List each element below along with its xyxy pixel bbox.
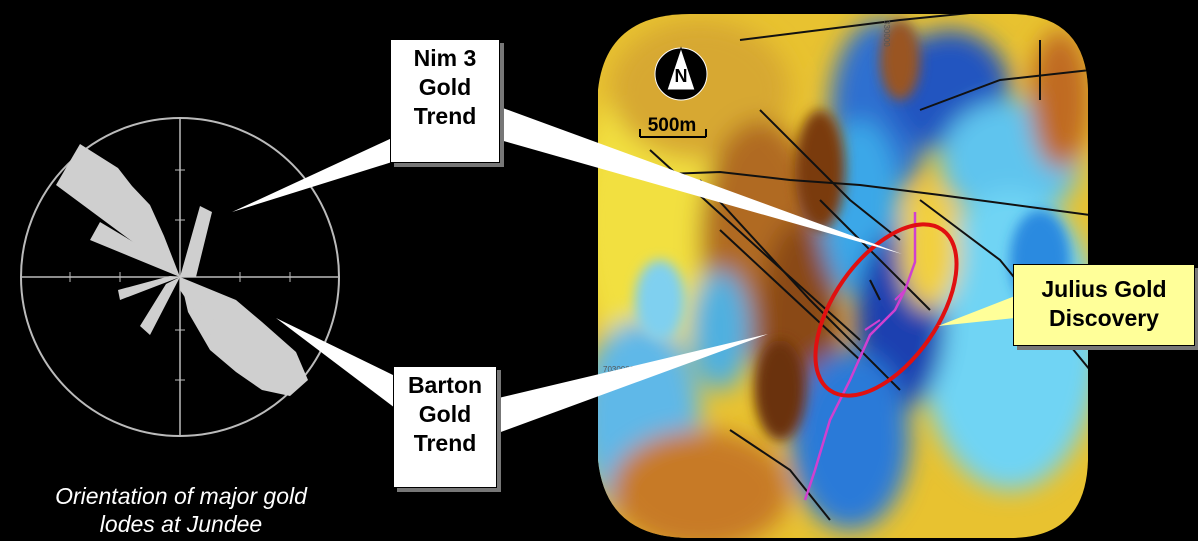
north-label: N	[675, 66, 688, 86]
julius-pointer	[938, 296, 1015, 326]
julius-line-1: Julius Gold	[1041, 276, 1167, 302]
coordinate-label-top: 330000	[882, 20, 891, 47]
nim3-map-pointer	[500, 107, 902, 254]
scale-bar: 500m	[639, 115, 707, 138]
rose-caption-line-1: Orientation of major gold	[55, 483, 307, 509]
rose-petal-secondary	[90, 206, 222, 340]
julius-target-ellipse	[813, 222, 959, 398]
julius-line-2: Discovery	[1049, 305, 1159, 331]
nim3-line-1: Nim 3	[413, 45, 477, 71]
barton-line-3: Trend	[413, 430, 477, 456]
nim3-line-2: Gold	[418, 74, 472, 100]
barton-line-2: Gold	[418, 401, 472, 427]
julius-vein-branch	[864, 289, 906, 331]
scale-label: 500m	[648, 115, 697, 136]
julius-callout: Julius Gold Discovery	[1013, 264, 1195, 346]
barton-callout: Barton Gold Trend	[393, 366, 497, 488]
rose-diagram	[20, 117, 340, 437]
julius-vein	[803, 212, 917, 501]
nim3-pointer	[232, 138, 392, 212]
nim3-line-3: Trend	[413, 103, 477, 129]
barton-pointer	[276, 318, 395, 408]
rose-ticks	[69, 169, 291, 381]
barton-line-1: Barton	[407, 372, 483, 398]
north-arrow-icon: N	[654, 46, 708, 101]
rose-caption: Orientation of major gold lodes at Junde…	[0, 482, 362, 538]
rose-petal-nw-se	[56, 144, 308, 396]
barton-map-pointer	[490, 334, 768, 436]
rose-caption-line-2: lodes at Jundee	[99, 511, 263, 537]
magnetic-map	[598, 14, 1088, 538]
nim3-callout: Nim 3 Gold Trend	[390, 39, 500, 163]
